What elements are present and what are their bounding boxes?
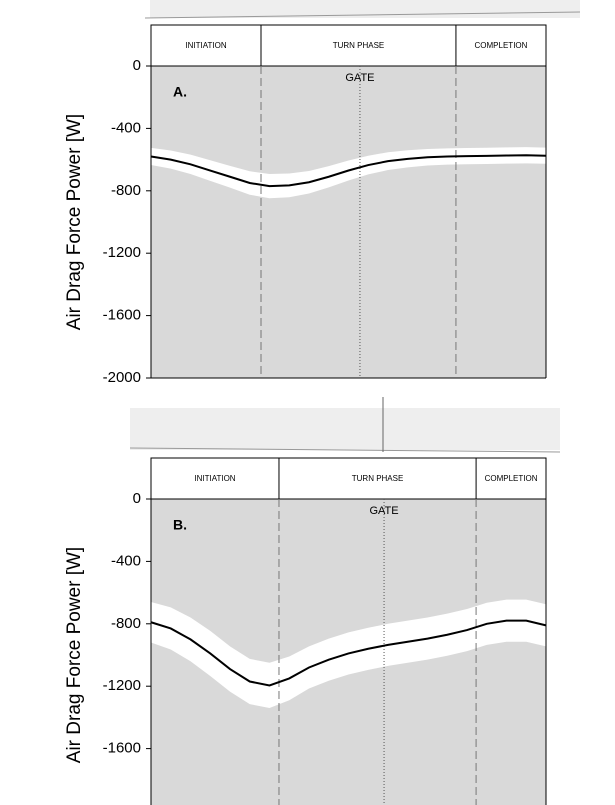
phase-label: INITIATION [185,41,226,50]
y-tick-label: 0 [133,57,141,74]
y-tick-label: -1200 [103,244,141,261]
phase-header [150,457,547,500]
y-tick-label: 0 [133,490,141,507]
panel-label: A. [173,84,187,100]
mean-line [150,619,547,687]
y-axis-label: Air Drag Force Power [W] [64,547,85,763]
phase-label: COMPLETION [485,474,538,483]
y-tick-label: -400 [111,552,141,569]
y-tick-label: -800 [111,182,141,199]
phase-label: TURN PHASE [352,474,404,483]
mean-line [150,154,547,188]
gate-label: GATE [345,72,374,84]
y-tick-label: -1200 [103,677,141,694]
skier-strip [129,0,581,453]
phase-label: COMPLETION [475,41,528,50]
y-tick-label: -1600 [103,307,141,324]
phase-label: TURN PHASE [333,41,385,50]
phase-label: INITIATION [194,474,235,483]
phase-header [150,24,547,67]
gate-label: GATE [369,505,398,517]
y-tick-label: -1600 [103,740,141,757]
sd-band [151,147,546,199]
y-axis-label: Air Drag Force Power [W] [64,114,85,330]
y-tick-label: -800 [111,615,141,632]
panel-label: B. [173,517,187,533]
y-tick-label: -400 [111,119,141,136]
y-tick-label: -2000 [103,802,141,805]
plot-background [151,66,546,378]
y-tick-label: -2000 [103,369,141,386]
